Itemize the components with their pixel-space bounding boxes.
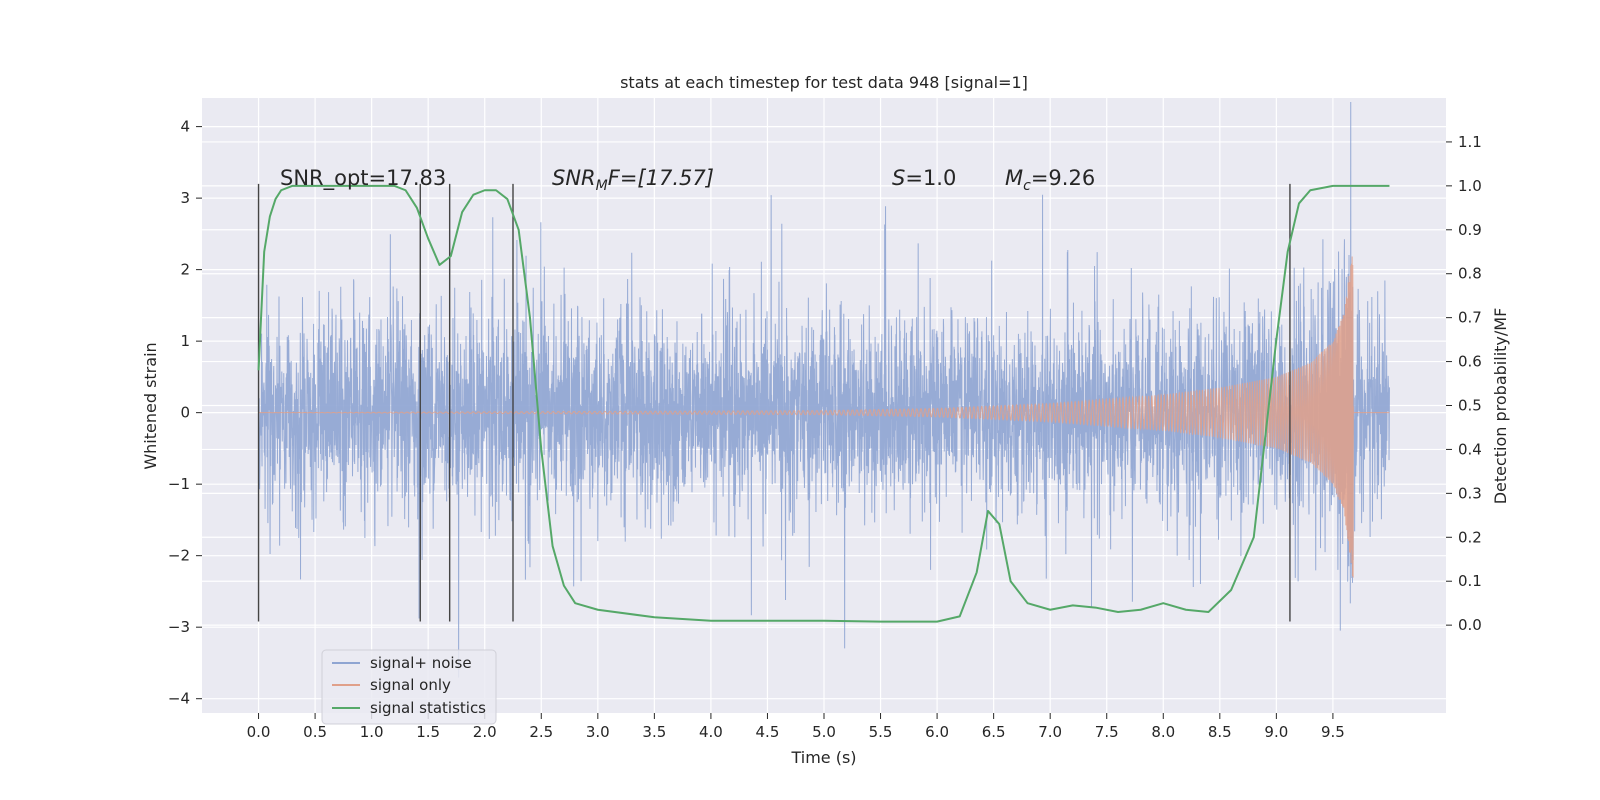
legend-label-signal-only: signal only bbox=[370, 676, 451, 694]
signal-noise-line bbox=[258, 101, 1390, 678]
chart-title: stats at each timestep for test data 948… bbox=[620, 73, 1028, 92]
annotation-s-main: S bbox=[892, 166, 905, 190]
annotation-mc-sub: c bbox=[1023, 178, 1031, 194]
legend: signal+ noise signal only signal statist… bbox=[321, 649, 497, 725]
annotation-snr-opt: SNR_opt=17.83 bbox=[280, 166, 446, 191]
y-right-tick-label: 0.7 bbox=[1458, 309, 1482, 327]
annotation-mc: Mc=9.26 bbox=[1005, 166, 1095, 194]
x-tick-label: 2.0 bbox=[473, 723, 497, 741]
y-right-tick-label: 0.4 bbox=[1458, 440, 1482, 458]
x-tick-label: 2.5 bbox=[529, 723, 553, 741]
y-right-tick-label: 1.0 bbox=[1458, 177, 1482, 195]
legend-label-signal-statistics: signal statistics bbox=[370, 699, 486, 717]
y-tick-label: 0 bbox=[180, 404, 190, 422]
annotation-snr-mf-main: SNR bbox=[552, 166, 596, 190]
y-tick-label: 1 bbox=[180, 332, 190, 350]
annotation-snr-mf-sub: M bbox=[596, 178, 608, 194]
annotation-snr-mf: SNRMF=[17.57] bbox=[552, 166, 714, 194]
y-right-tick-label: 0.2 bbox=[1458, 528, 1482, 546]
y-tick-label: 3 bbox=[180, 189, 190, 207]
y-right-tick-label: 0.3 bbox=[1458, 484, 1482, 502]
x-tick-label: 5.5 bbox=[869, 723, 893, 741]
y-right-tick-label: 0.8 bbox=[1458, 265, 1482, 283]
annotation-snr-mf-rest: F=[17.57] bbox=[608, 166, 714, 190]
x-tick-label: 1.5 bbox=[416, 723, 440, 741]
signal-statistics-line bbox=[257, 184, 1390, 623]
y-right-tick-label: 1.1 bbox=[1458, 133, 1482, 151]
x-tick-label: 7.5 bbox=[1095, 723, 1119, 741]
signal-only-line bbox=[258, 256, 1390, 578]
annotation-s-rest: =1.0 bbox=[905, 166, 956, 190]
x-tick-label: 3.5 bbox=[642, 723, 666, 741]
y-tick-label: −4 bbox=[168, 690, 190, 708]
y-right-tick-label: 0.9 bbox=[1458, 221, 1482, 239]
x-tick-label: 0.0 bbox=[247, 723, 271, 741]
x-axis-label: Time (s) bbox=[790, 748, 856, 767]
x-tick-label: 8.0 bbox=[1151, 723, 1175, 741]
signal-noise-series bbox=[258, 101, 1390, 678]
annotation-mc-rest: =9.26 bbox=[1031, 166, 1095, 190]
y-right-tick-label: 0.6 bbox=[1458, 353, 1482, 371]
x-tick-label: 1.0 bbox=[360, 723, 384, 741]
x-tick-label: 4.5 bbox=[756, 723, 780, 741]
y-right-tick-label: 0.1 bbox=[1458, 572, 1482, 590]
x-tick-label: 3.0 bbox=[586, 723, 610, 741]
y-tick-label: −1 bbox=[168, 475, 190, 493]
x-tick-label: 4.0 bbox=[699, 723, 723, 741]
legend-label-signal-noise: signal+ noise bbox=[370, 654, 472, 672]
y-tick-label: 4 bbox=[180, 118, 190, 136]
y-axis-label: Whitened strain bbox=[141, 342, 160, 469]
annotation-s: S=1.0 bbox=[892, 166, 956, 190]
signal-statistics-series bbox=[257, 184, 1390, 623]
annotation-mc-main: M bbox=[1005, 166, 1023, 190]
x-tick-label: 6.0 bbox=[925, 723, 949, 741]
x-tick-label: 5.0 bbox=[812, 723, 836, 741]
x-tick-label: 7.0 bbox=[1038, 723, 1062, 741]
x-tick-label: 0.5 bbox=[303, 723, 327, 741]
x-tick-label: 6.5 bbox=[982, 723, 1006, 741]
y-axis-right-label: Detection probability/MF bbox=[1491, 308, 1510, 505]
y-tick-label: −3 bbox=[168, 618, 190, 636]
x-tick-label: 9.5 bbox=[1321, 723, 1345, 741]
tick-labels: 0.0 0.5 1.0 1.5 2.0 2.5 3.0 3.5 4.0 4.5 5.0 5.5 6.0 6… bbox=[168, 118, 1482, 741]
y-right-tick-label: 0.0 bbox=[1458, 616, 1482, 634]
y-tick-label: 2 bbox=[180, 261, 190, 279]
legend-box bbox=[321, 649, 497, 725]
x-tick-label: 9.0 bbox=[1264, 723, 1288, 741]
y-tick-label: −2 bbox=[168, 547, 190, 565]
y-right-tick-label: 0.5 bbox=[1458, 397, 1482, 415]
x-tick-label: 8.5 bbox=[1208, 723, 1232, 741]
signal-only-series bbox=[258, 256, 1390, 578]
